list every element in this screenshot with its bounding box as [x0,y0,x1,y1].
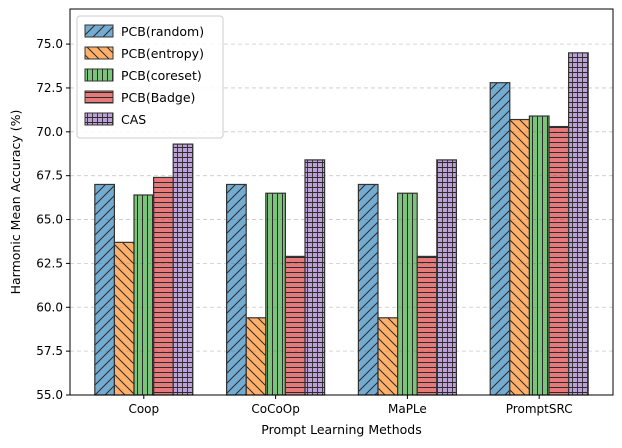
legend-label: PCB(Badge) [121,90,195,105]
legend-swatch [84,24,114,38]
x-tick-label: MaPLe [388,402,427,416]
bar [245,317,267,396]
bar [509,118,530,396]
legend-label: CAS [121,112,146,127]
y-tick-label: 72.5 [36,81,63,95]
bar [396,192,418,396]
y-tick-label: 62.5 [36,256,63,270]
y-tick-label: 70.0 [36,125,63,139]
x-tick-label: Coop [128,402,159,416]
bar [284,255,306,396]
bar-group [489,52,589,396]
legend-swatch [84,90,114,104]
bar [436,159,457,396]
x-tick-label: CoCoOp [251,402,300,416]
y-tick-label: 65.0 [36,213,63,227]
legend-swatch [84,112,114,126]
y-tick-label: 67.5 [36,169,63,183]
legend: PCB(random) PCB(entropy) PCB(coreset) PCB(B… [76,15,224,139]
bar [489,82,511,396]
bar-group [94,143,194,396]
bar [113,241,135,396]
bar [528,115,550,396]
y-tick-label: 60.0 [36,300,63,314]
x-axis-label: Prompt Learning Methods [261,422,421,437]
bar [567,52,589,396]
bar [172,143,194,396]
plot-frame [69,8,614,396]
y-axis-label: Harmonic Mean Accuracy (%) [8,110,23,295]
bar [548,125,570,396]
legend-swatch [84,46,114,60]
legend-label: PCB(entropy) [121,46,204,61]
y-tick-label: 57.5 [36,344,63,358]
x-axis-ticks: Coop CoCoOp MaPLe PromptSRC [128,395,573,416]
bar [94,183,116,396]
bar [377,317,399,396]
y-tick-label: 55.0 [36,388,63,402]
legend-swatch [84,68,114,82]
bar-groups [94,52,589,396]
bar [304,159,326,396]
bar [416,255,438,396]
legend-label: PCB(coreset) [121,68,202,83]
bar [153,176,174,396]
y-tick-label: 75.0 [36,37,63,51]
x-tick-label: PromptSRC [506,402,573,416]
bar [226,183,247,396]
bar-group [357,159,457,396]
legend-label: PCB(random) [121,24,204,39]
y-axis-ticks: 55.0 57.5 60.0 62.5 65.0 67.5 70.0 72.5 75.0 [36,37,70,402]
bar [133,194,155,396]
bar-group [226,159,326,396]
bar [357,183,379,396]
bar [265,192,287,396]
